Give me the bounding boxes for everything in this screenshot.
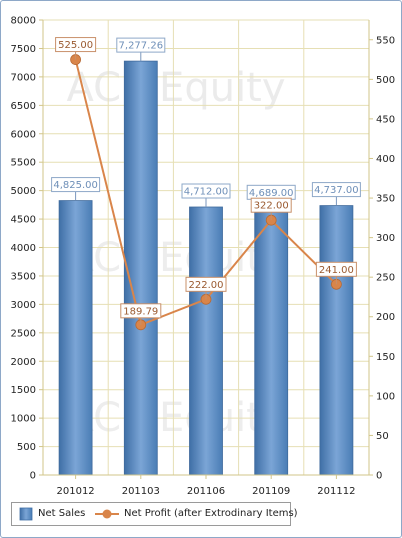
y-right-tick-label: 400 [376, 154, 395, 165]
legend-item-net-sales: Net Sales [18, 503, 98, 525]
y-right-tick-label: 500 [376, 75, 395, 86]
bar [189, 206, 223, 476]
line-data-label: 241.00 [319, 265, 354, 276]
y-left-tick-label: 4500 [11, 215, 36, 226]
line-label-box [55, 37, 97, 53]
y-left-tick-label: 1000 [11, 414, 36, 425]
bar-label-box [311, 182, 361, 198]
y-right-tick-label: 450 [376, 114, 395, 125]
bar-label-box [51, 177, 101, 193]
x-tick-label: 201112 [317, 486, 355, 497]
line-data-label: 525.00 [58, 40, 93, 51]
watermark: ACE Equity [66, 235, 285, 281]
line-data-label: 222.00 [189, 280, 224, 291]
y-left-tick-label: 5000 [11, 186, 36, 197]
y-right-tick-label: 50 [376, 431, 389, 442]
y-right-tick-label: 300 [376, 233, 395, 244]
bar [254, 207, 289, 476]
bar-label-box [181, 183, 231, 199]
y-right-tick-label: 150 [376, 352, 395, 363]
y-right-tick-label: 250 [376, 273, 395, 284]
y-left-tick-label: 3500 [11, 271, 36, 282]
bar [319, 205, 354, 476]
line-marker-swatch-icon [95, 509, 119, 519]
legend-label-net-profit: Net Profit (after Extrodinary Items) [124, 508, 298, 519]
y-right-tick-label: 200 [376, 312, 395, 323]
line-data-label: 322.00 [254, 201, 289, 212]
y-left-tick-label: 4000 [11, 243, 36, 254]
legend-label-net-sales: Net Sales [38, 508, 86, 519]
legend-item-net-profit: Net Profit (after Extrodinary Items) [94, 503, 298, 525]
y-left-tick-label: 2000 [11, 357, 36, 368]
bar-swatch-icon [19, 507, 33, 521]
y-left-tick-label: 0 [30, 471, 36, 482]
y-left-tick-label: 7000 [11, 72, 36, 83]
line-label-box [315, 261, 357, 277]
bar [123, 60, 158, 476]
y-left-tick-label: 3000 [11, 300, 36, 311]
line-label-box [185, 276, 227, 292]
y-left-tick-label: 500 [17, 442, 36, 453]
bar-data-label: 7,277.26 [119, 41, 164, 52]
bar-data-label: 4,712.00 [184, 187, 229, 198]
line-label-box [120, 303, 162, 319]
y-right-tick-label: 100 [376, 391, 395, 402]
y-left-tick-label: 8000 [11, 16, 36, 27]
x-tick-label: 201106 [187, 486, 225, 497]
y-left-tick-label: 2500 [11, 328, 36, 339]
y-right-tick-label: 0 [376, 471, 382, 482]
y-left-tick-label: 6500 [11, 101, 36, 112]
y-left-tick-label: 1500 [11, 385, 36, 396]
x-tick-label: 201012 [57, 486, 95, 497]
legend: Net Sales Net Profit (after Extrodinary … [11, 502, 298, 526]
bar-data-label: 4,689.00 [249, 188, 294, 199]
y-right-tick-label: 550 [376, 35, 395, 46]
y-left-tick-label: 7500 [11, 44, 36, 55]
y-left-tick-label: 5500 [11, 158, 36, 169]
line-data-label: 189.79 [123, 306, 158, 317]
bar-data-label: 4,825.00 [53, 180, 98, 191]
bar-label-box [116, 37, 166, 53]
y-left-tick-label: 6000 [11, 129, 36, 140]
watermark: ACE Equity [66, 65, 285, 111]
bar [58, 200, 93, 476]
y-right-tick-label: 350 [376, 194, 395, 205]
x-tick-label: 201109 [252, 486, 290, 497]
line-label-box [250, 197, 292, 213]
x-tick-label: 201103 [122, 486, 160, 497]
bar-data-label: 4,737.00 [314, 185, 359, 196]
